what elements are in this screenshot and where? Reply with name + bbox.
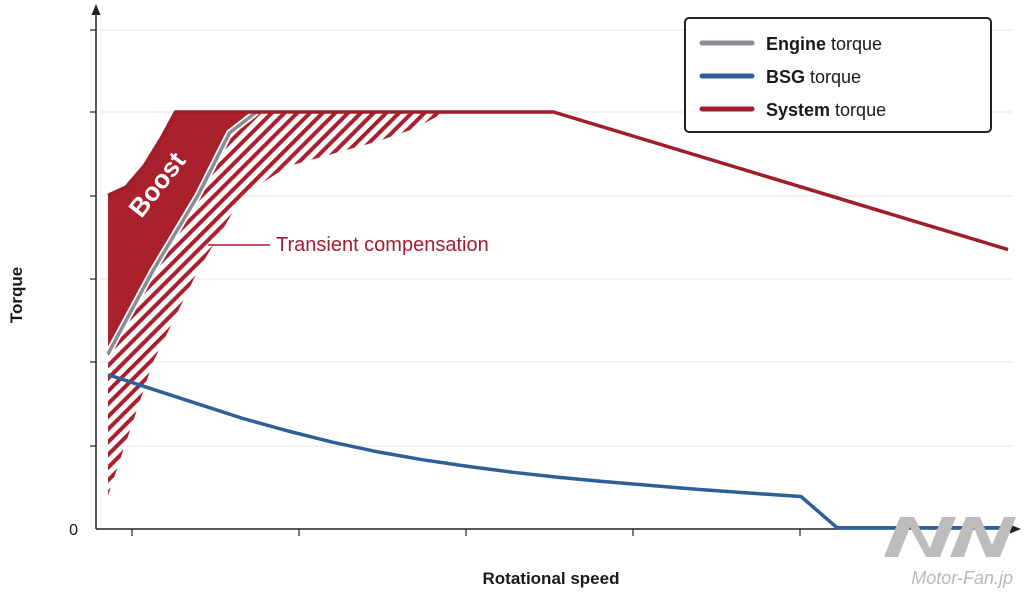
legend-label-engine: Engine torque — [766, 34, 882, 54]
x-axis-label: Rotational speed — [483, 569, 620, 588]
watermark-text: Motor-Fan.jp — [911, 568, 1013, 588]
legend-label-system: System torque — [766, 100, 886, 120]
y-axis-label: Torque — [7, 267, 26, 323]
legend-box — [684, 17, 992, 133]
legend: Engine torque BSG torque System torque — [684, 17, 992, 133]
x-axis-arrow — [1010, 524, 1021, 534]
system-torque-line — [107, 110, 1009, 252]
boost-area — [108, 112, 257, 354]
bsg-torque-line — [107, 373, 1008, 530]
watermark-logo — [884, 517, 1016, 557]
transient-compensation-label: Transient compensation — [276, 234, 489, 256]
engine-torque-line — [106, 110, 258, 355]
y-axis-arrow — [91, 4, 101, 15]
legend-label-bsg: BSG torque — [766, 67, 861, 87]
watermark: Motor-Fan.jp — [884, 517, 1016, 588]
y-tick-label-zero: 0 — [69, 522, 78, 539]
